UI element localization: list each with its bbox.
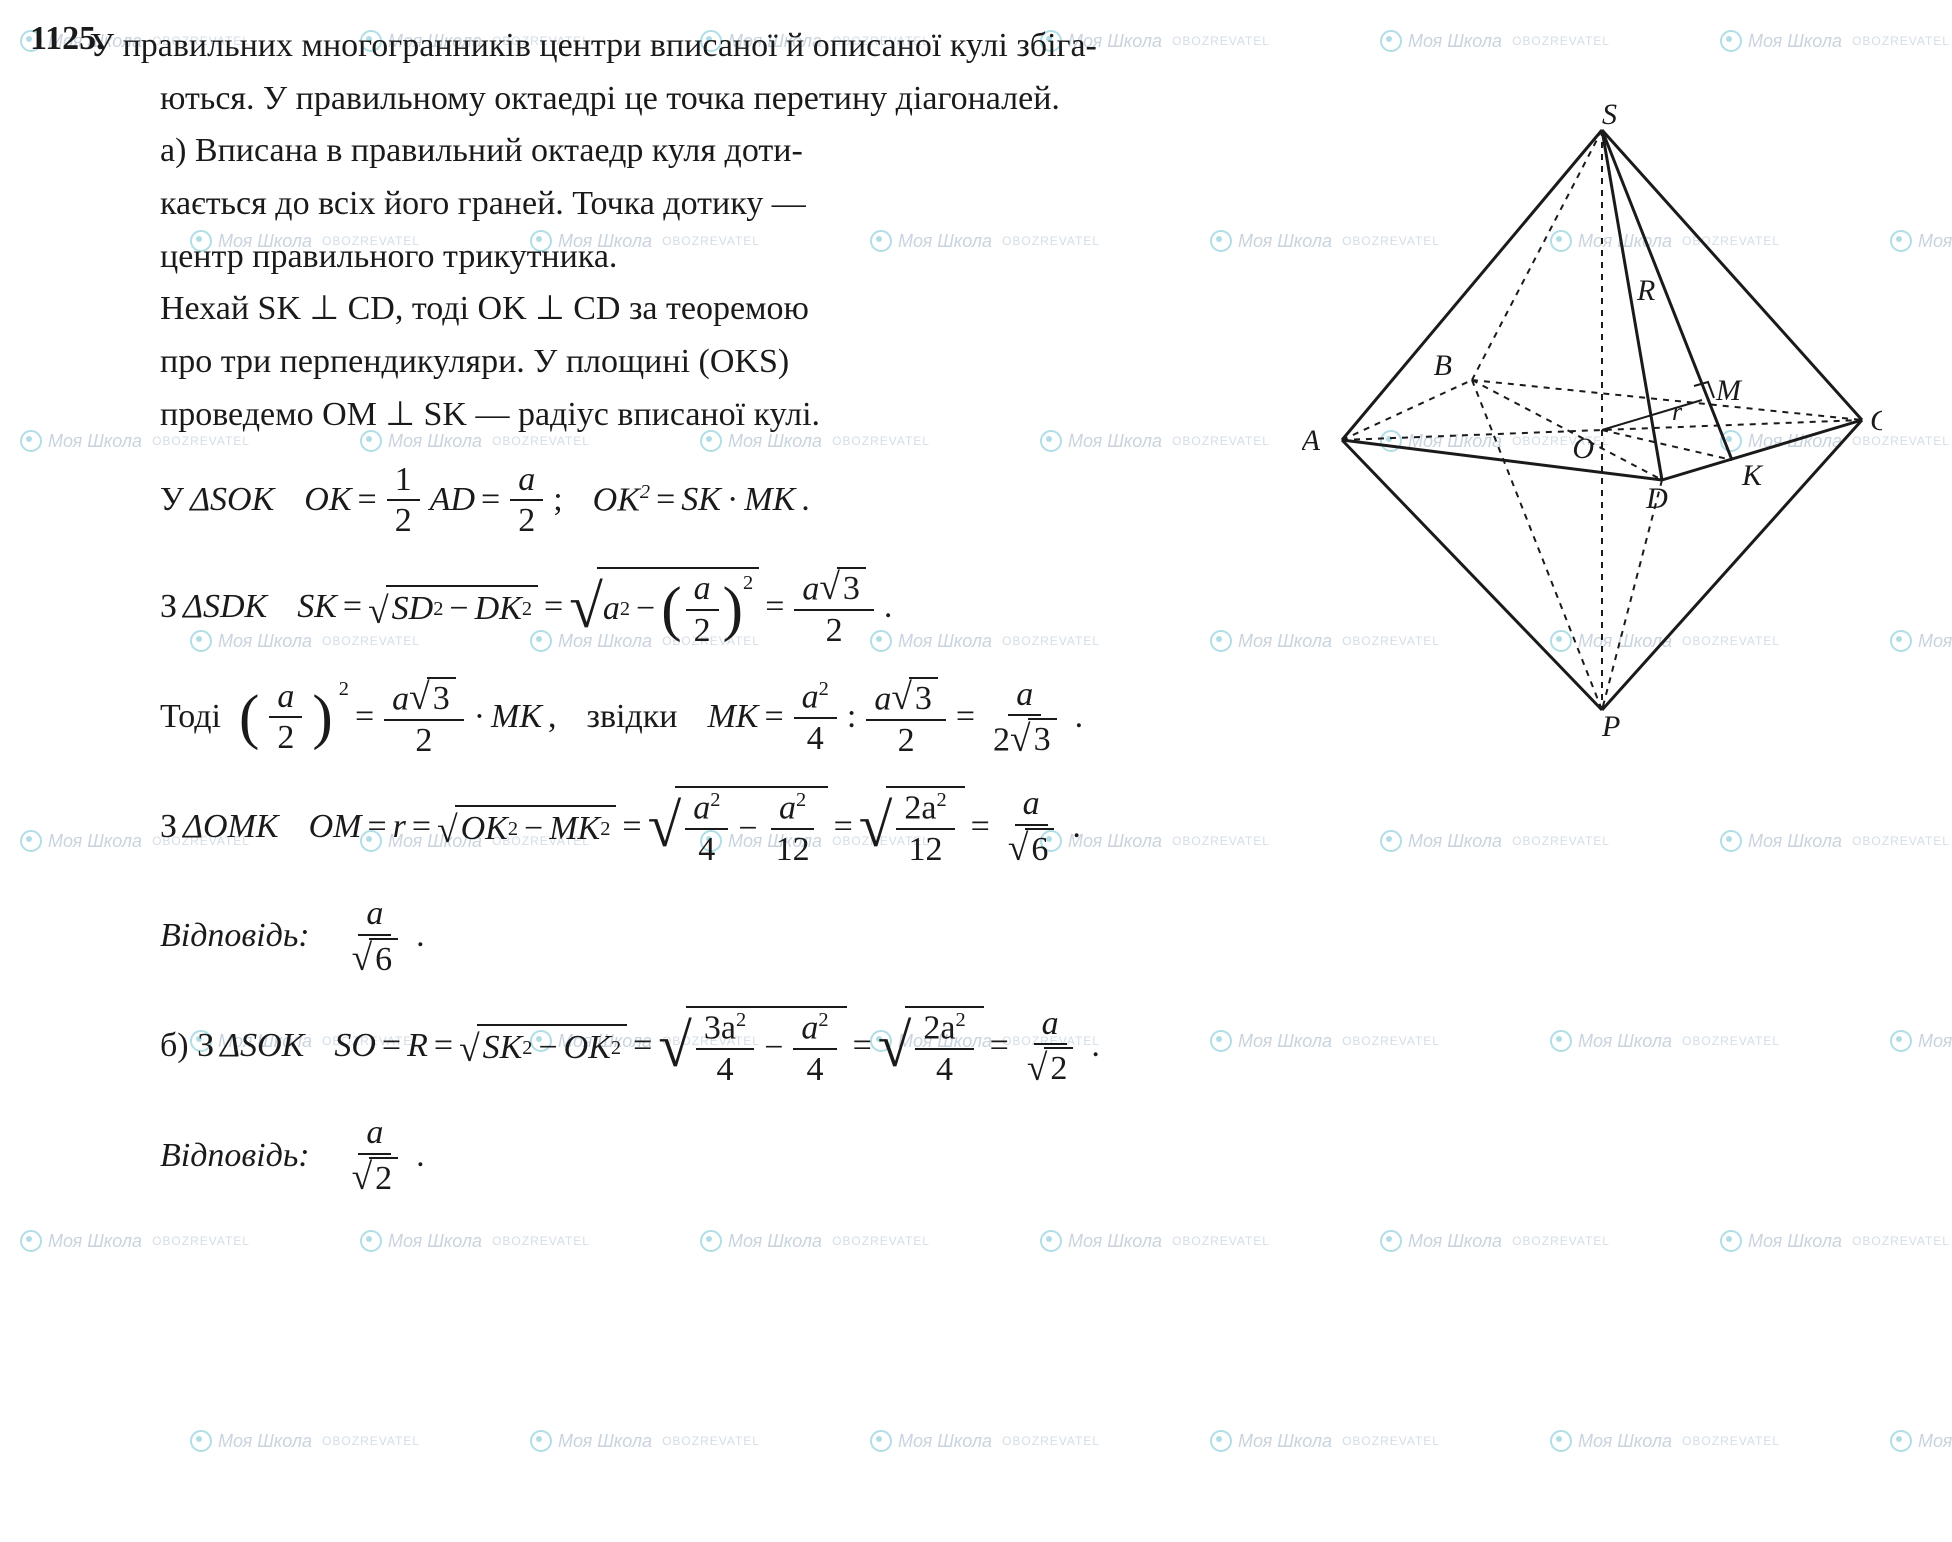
text: З xyxy=(160,587,177,628)
triangle-SDK: ΔSDK xyxy=(183,587,267,628)
answer-label: Відповідь: xyxy=(160,1136,310,1177)
equals: = xyxy=(990,1026,1009,1067)
equals: = xyxy=(622,807,641,848)
answer-a: Відповідь: a √6 . xyxy=(160,896,1892,978)
equals: = xyxy=(367,807,386,848)
sqrt-3: √ OK2 − MK2 xyxy=(437,805,616,850)
period: . xyxy=(416,1136,425,1177)
part-a-line-5: про три перпендикуляри. У площині (OKS) xyxy=(160,336,1260,389)
equals: = xyxy=(853,1026,872,1067)
equals: = xyxy=(764,697,783,738)
equals: = xyxy=(382,1026,401,1067)
watermark: Моя ШколаOBOZREVATEL xyxy=(1210,1430,1440,1452)
label-B: B xyxy=(1434,349,1452,382)
problem-number: 1125. xyxy=(30,20,105,58)
part-a-line-6: проведемо OM ⊥ SK — радіус вписаної кулі… xyxy=(160,389,1260,442)
zvidky: звідки xyxy=(587,697,678,738)
sqrt-6: √ SK2 − OK2 xyxy=(459,1024,627,1069)
watermark: Моя ШколаOBOZREVATEL xyxy=(1550,1430,1780,1452)
label-P: P xyxy=(1601,710,1620,740)
label-r: r xyxy=(1672,397,1683,426)
label-O: O xyxy=(1572,432,1594,465)
label-A: A xyxy=(1302,424,1321,457)
part-a-line-3: центр правильного трикутника. xyxy=(160,231,1260,284)
dot: · xyxy=(474,697,485,738)
SK: SK xyxy=(681,480,721,521)
watermark: Моя ШколаOBOZREVATEL xyxy=(870,1430,1100,1452)
answer-label: Відповідь: xyxy=(160,916,310,957)
watermark: Моя ШколаOBOZREVATEL xyxy=(190,1430,420,1452)
semicolon: ; xyxy=(553,480,562,521)
colon: : xyxy=(847,697,856,738)
dot: · xyxy=(727,480,738,521)
equals: = xyxy=(633,1026,652,1067)
sqrt-7: √ 3a2 4 − a2 4 xyxy=(658,1006,846,1088)
answer-b: Відповідь: a √2 . xyxy=(160,1115,1892,1197)
equals: = xyxy=(355,697,374,738)
watermark: Моя ШколаOBOZREVATEL xyxy=(1890,1430,1952,1452)
text: б) З xyxy=(160,1026,214,1067)
label-K: K xyxy=(1741,459,1764,492)
sqrt-2: √ a2 − ( a 2 )2 xyxy=(569,567,759,648)
equals: = xyxy=(656,480,675,521)
label-C: C xyxy=(1870,404,1882,437)
text: У xyxy=(160,480,184,521)
part-a-line-1: а) Вписана в правильний октаедр куля дот… xyxy=(160,125,1260,178)
comma: , xyxy=(548,697,557,738)
equals: = xyxy=(834,807,853,848)
sqrt-8: √ 2a2 4 xyxy=(878,1006,984,1088)
math-row-4: З ΔOMK OM = r = √ OK2 − MK2 = √ a2 4 − xyxy=(160,786,1892,868)
MK: MK xyxy=(707,697,758,738)
MK: MK xyxy=(744,480,795,521)
equals: = xyxy=(434,1026,453,1067)
sqrt-5: √ 2a2 12 xyxy=(859,786,965,868)
math-row-b: б) З ΔSOK SO = R = √ SK2 − OK2 = √ 3a2 4… xyxy=(160,1006,1892,1088)
text: Тоді xyxy=(160,697,221,738)
label-S: S xyxy=(1602,100,1617,131)
frac-half: 1 2 xyxy=(387,462,420,539)
equals: = xyxy=(956,697,975,738)
watermark: Моя ШколаOBOZREVATEL xyxy=(530,1430,760,1452)
equals: = xyxy=(765,587,784,628)
equals: = xyxy=(971,807,990,848)
text: З xyxy=(160,807,177,848)
OM: OM xyxy=(309,807,362,848)
label-M: M xyxy=(1715,374,1743,407)
R: R xyxy=(407,1026,428,1067)
period: . xyxy=(1075,697,1084,738)
equals: = xyxy=(358,480,377,521)
part-a-line-4: Нехай SK ⊥ CD, тоді OK ⊥ CD за теоремою xyxy=(160,283,1260,336)
intro-line-1: У правильних многогранників центри вписа… xyxy=(90,20,1890,73)
r: r xyxy=(393,807,406,848)
frac-a-over-2: a 2 xyxy=(510,462,543,539)
equals: = xyxy=(412,807,431,848)
sqrt-4: √ a2 4 − a2 12 xyxy=(648,786,828,868)
MK: MK xyxy=(491,697,542,738)
octahedron-figure: S P A C B D O K M R r xyxy=(1302,100,1882,740)
period: . xyxy=(1091,1026,1100,1067)
equals: = xyxy=(343,587,362,628)
sqrt-1: √ SD2 − DK2 xyxy=(368,585,538,630)
frac-asqrt3-over-2: a√3 2 xyxy=(794,567,874,649)
equals: = xyxy=(544,587,563,628)
AD: AD xyxy=(430,480,475,521)
OK-squared: OK2 xyxy=(593,480,650,521)
period: . xyxy=(884,587,893,628)
label-R: R xyxy=(1636,274,1655,307)
SK: SK xyxy=(297,587,337,628)
triangle-SOK: ΔSOK xyxy=(190,480,274,521)
period: . xyxy=(416,916,425,957)
SO: SO xyxy=(334,1026,376,1067)
period: . xyxy=(1072,807,1081,848)
triangle-OMK: ΔOMK xyxy=(183,807,279,848)
equals: = xyxy=(481,480,500,521)
period: . xyxy=(801,480,810,521)
OK: OK xyxy=(304,480,351,521)
part-a-line-2: кається до всіх його граней. Точка дотик… xyxy=(160,178,1260,231)
label-D: D xyxy=(1645,482,1668,515)
triangle-SOK: ΔSOK xyxy=(220,1026,304,1067)
